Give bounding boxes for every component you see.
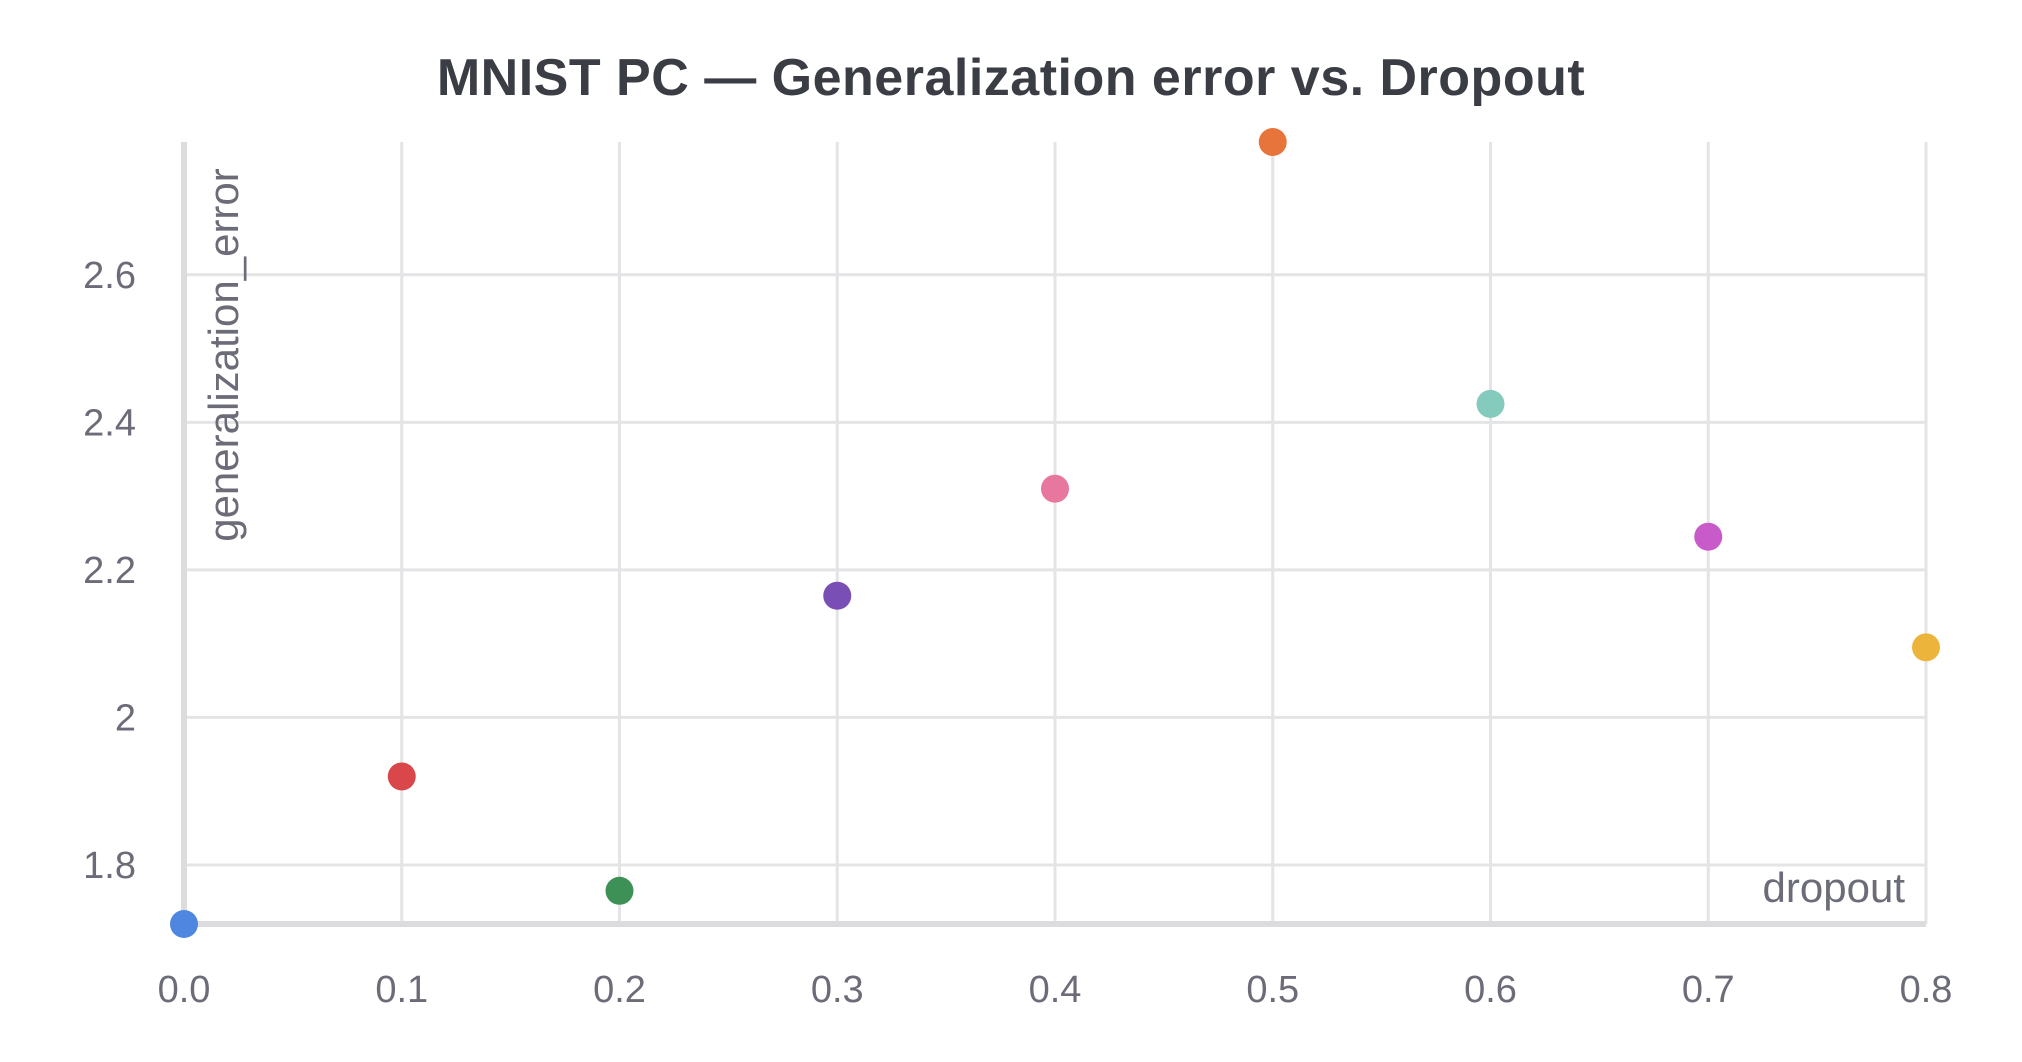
data-point — [170, 910, 198, 938]
x-tick-label: 0.4 — [1029, 969, 1082, 1011]
data-point — [1476, 389, 1505, 418]
y-tick-label: 2.6 — [83, 255, 136, 297]
y-tick-label: 2.4 — [83, 402, 136, 444]
chart-title: MNIST PC — Generalization error vs. Drop… — [436, 49, 1586, 107]
data-point — [387, 762, 416, 791]
x-axis-label: dropout — [1763, 864, 1906, 911]
x-tick-label: 0.2 — [593, 969, 646, 1011]
grid — [184, 142, 1928, 924]
x-tick-label: 0.3 — [811, 969, 864, 1011]
tick-labels: 0.0 0.1 0.2 0.3 0.4 0.5 0.6 0.7 0.8 1.8 2 2.2 2.4 2.6 — [83, 255, 1952, 1011]
data-points — [170, 128, 1940, 938]
y-tick-label: 1.8 — [83, 845, 136, 887]
x-tick-label: 0.1 — [375, 969, 428, 1011]
x-tick-label: 0.7 — [1682, 969, 1735, 1011]
y-tick-label: 2 — [115, 697, 136, 739]
axis-labels: generalization_error dropout — [200, 168, 1905, 911]
x-tick-label: 0.5 — [1246, 969, 1299, 1011]
data-point — [1258, 128, 1287, 156]
y-axis-label: generalization_error — [200, 168, 247, 542]
x-tick-label: 0.8 — [1900, 969, 1953, 1011]
axes — [181, 142, 1926, 927]
y-tick-label: 2.2 — [83, 550, 136, 592]
data-point — [823, 581, 852, 610]
data-point — [1041, 474, 1069, 503]
data-point — [1694, 522, 1723, 551]
data-point — [1912, 633, 1940, 662]
data-point — [605, 876, 634, 905]
x-tick-label: 0.6 — [1464, 969, 1517, 1011]
x-tick-label: 0.0 — [158, 969, 211, 1011]
